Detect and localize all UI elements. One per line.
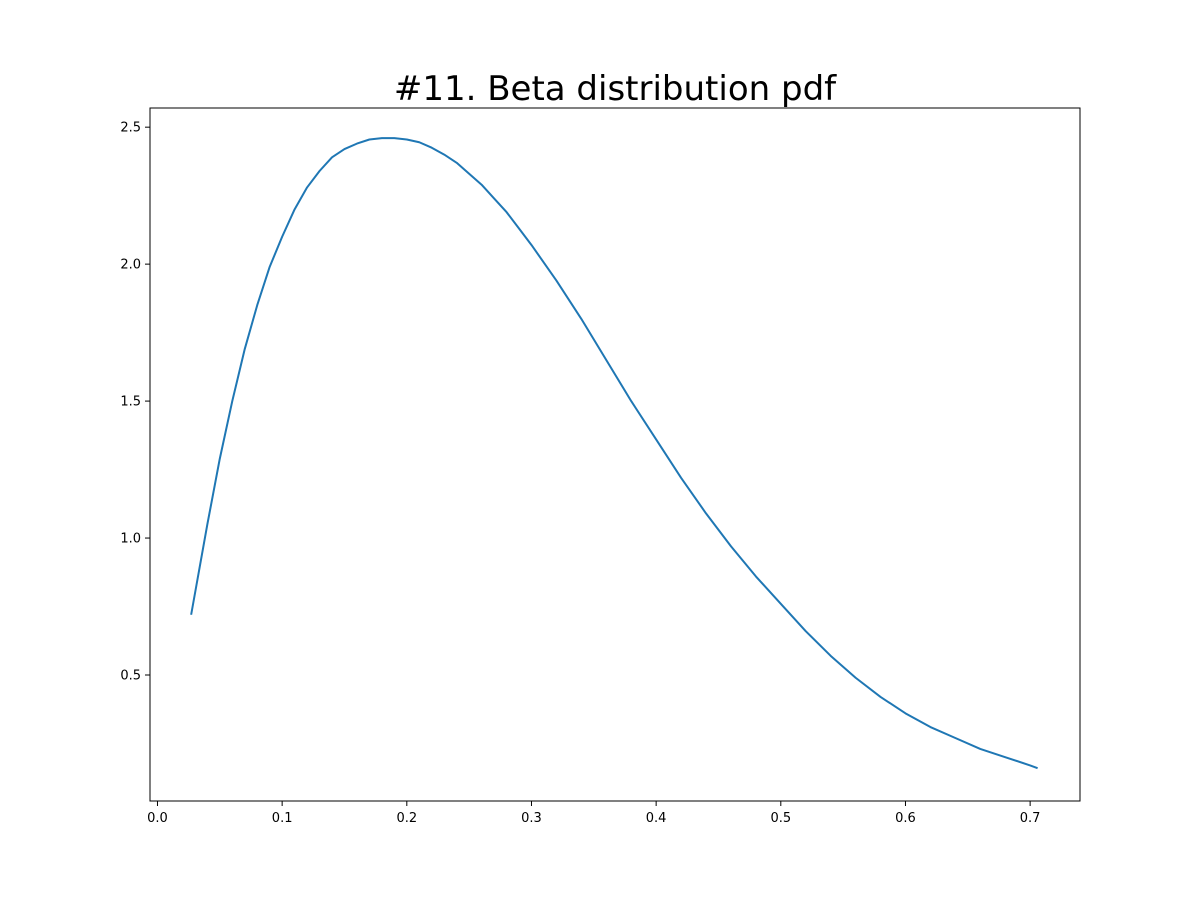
y-tick-label: 0.5 [120, 669, 141, 684]
x-tick-label: 0.2 [396, 811, 417, 826]
chart-title: #11. Beta distribution pdf [394, 69, 837, 109]
plot-layer [190, 137, 1038, 770]
x-tick-label: 0.4 [646, 811, 667, 826]
x-tick-label: 0.3 [521, 811, 542, 826]
y-axis-ticks: 0.5 1.0 1.5 2.0 2.5 [120, 121, 150, 684]
x-tick-label: 0.5 [770, 811, 791, 826]
y-tick-label: 1.0 [120, 532, 141, 547]
x-tick-label: 0.6 [895, 811, 916, 826]
y-tick-label: 2.5 [120, 121, 141, 136]
x-tick-label: 0.7 [1020, 811, 1041, 826]
y-tick-label: 1.5 [120, 395, 141, 410]
axes-frame [149, 107, 1081, 802]
x-axis-ticks: 0.0 0.1 0.2 0.3 0.4 0.5 0.6 0.7 [147, 801, 1040, 826]
series-line-0 [190, 137, 1038, 770]
y-tick-label: 2.0 [120, 258, 141, 273]
x-tick-label: 0.0 [147, 811, 168, 826]
x-tick-label: 0.1 [272, 811, 293, 826]
